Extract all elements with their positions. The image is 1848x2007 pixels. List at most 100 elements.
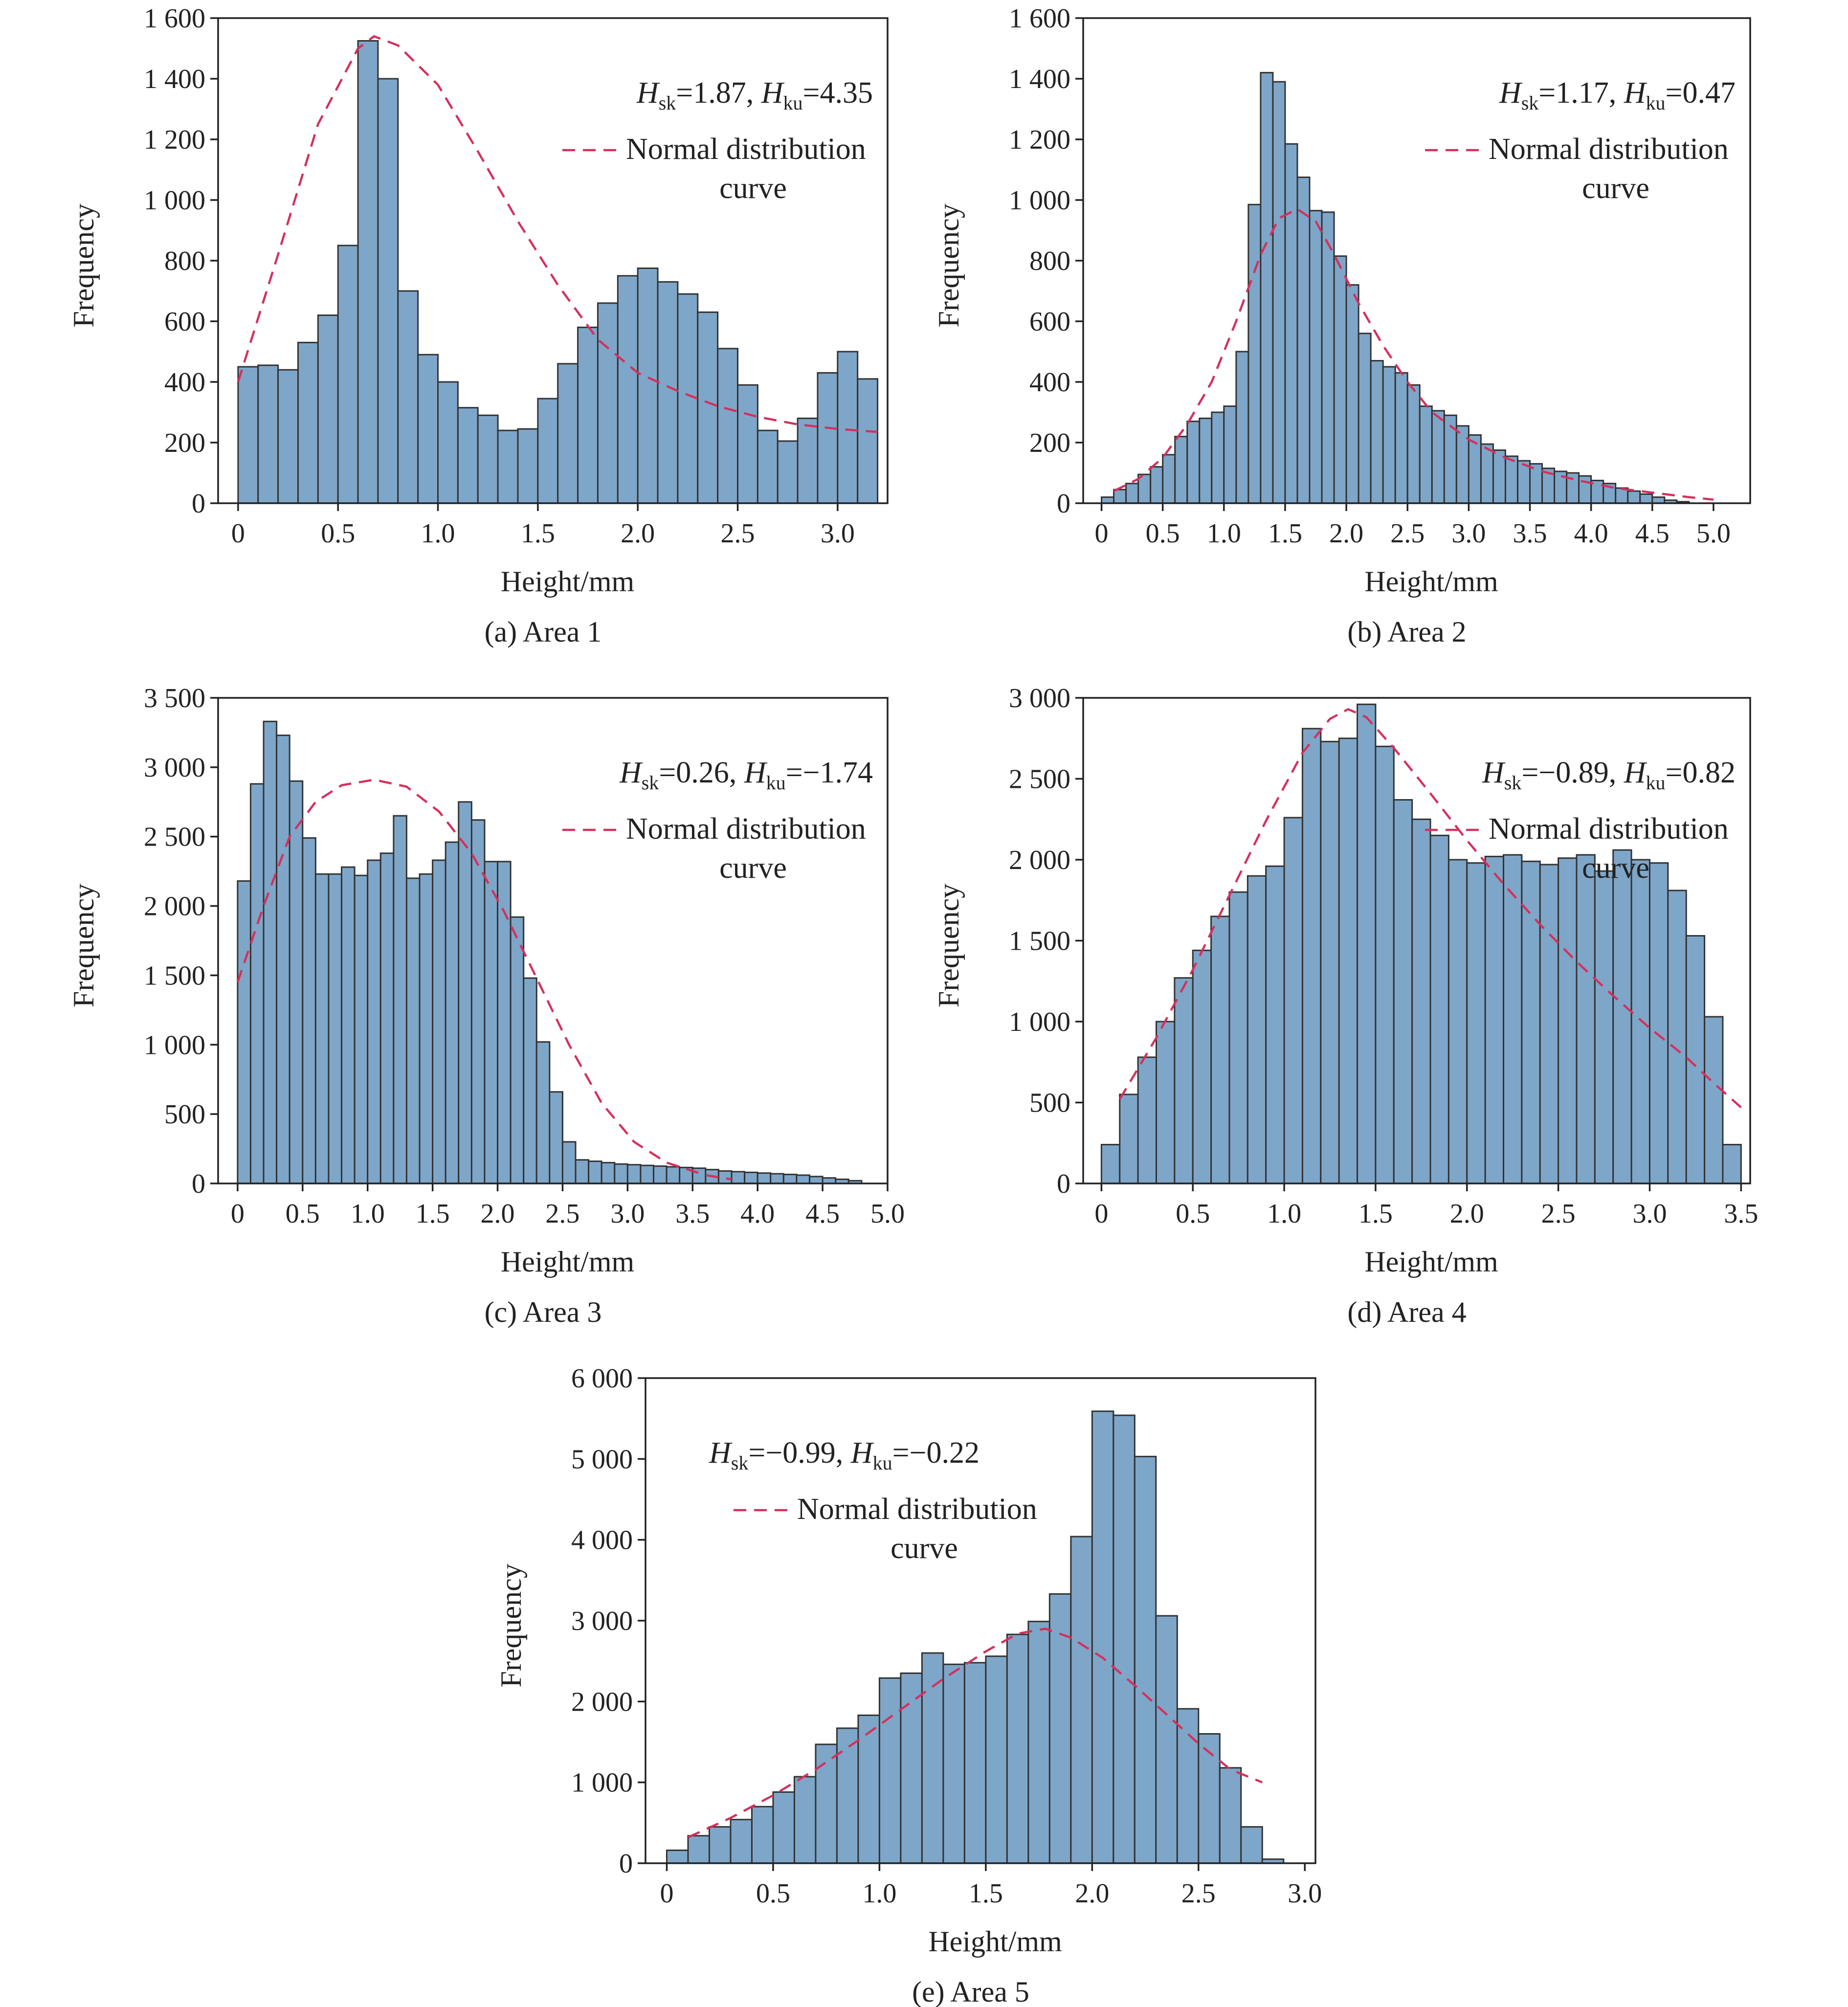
histogram-bar [1198,1733,1221,1864]
histogram-bar [1419,405,1433,504]
y-tick-label: 2 000 [1009,845,1070,875]
histogram-bar [393,815,407,1184]
y-tick-label: 4 000 [571,1525,633,1556]
histogram-bar [1155,1615,1178,1864]
histogram-bar [614,1163,628,1184]
legend-label-continued: curve [719,851,787,885]
x-tick-label: 1.5 [521,518,555,549]
histogram-bar [744,1171,758,1184]
histogram-bar [432,859,446,1184]
histogram-bar [1521,860,1541,1184]
legend-label-continued: curve [891,1532,958,1565]
y-axis-label: Frequency [67,203,100,327]
histogram-bar [1333,255,1347,504]
histogram-bar [1125,483,1139,504]
histogram-bar [1186,421,1201,504]
histogram-bar [1466,862,1486,1184]
histogram-bar [1357,703,1377,1184]
histogram-bar [900,1672,923,1864]
x-tick-label: 3.0 [1451,518,1486,549]
histogram-bar [657,281,679,504]
skewness-kurtosis-stats: Hsk=1.87, Hku=4.35 [636,76,873,114]
histogram-bar [836,1727,859,1864]
histogram-bar [1393,799,1413,1184]
x-tick-label: 1.5 [969,1878,1003,1909]
histogram-bar [777,440,799,504]
x-tick-label: 2.0 [481,1199,515,1229]
x-tick-label: 2.5 [1390,518,1425,549]
normal-distribution-curve [688,1628,1263,1839]
histogram-bar [1443,414,1457,504]
histogram-bar [1247,203,1262,504]
histogram-bar [1345,284,1359,504]
histogram-bar [1100,1144,1121,1184]
x-tick-label: 1.0 [351,1199,385,1229]
histogram-bar [708,1826,732,1864]
histogram-bar [1651,496,1666,504]
histogram-bar [1375,745,1395,1184]
histogram-bar [1667,890,1687,1184]
histogram-bar [1101,496,1115,504]
histogram-bar [405,877,421,1184]
x-axis-label: Height/mm [1364,1246,1498,1278]
plot-frame [217,697,889,1184]
legend-label: Normal distribution [797,1493,1037,1526]
histogram-bar [397,290,419,504]
histogram-bar [379,852,395,1184]
histogram-bar [289,780,304,1184]
y-tick-label: 6 000 [571,1363,633,1394]
x-tick-label: 3.0 [1632,1199,1667,1229]
histogram-bar [1176,1708,1200,1864]
histogram-bar [549,1091,563,1184]
y-tick-label: 3 000 [144,753,205,783]
histogram-bar [963,1662,987,1864]
panel-caption: (a) Area 1 [485,616,602,648]
histogram-bar [1321,211,1335,504]
histogram-bar [419,873,434,1184]
y-tick-label: 1 000 [144,185,205,216]
y-tick-label: 1 600 [144,3,205,34]
histogram-bar [328,873,343,1184]
y-tick-label: 3 000 [571,1606,633,1636]
histogram-bar [1260,72,1274,504]
y-tick-label: 2 500 [1009,764,1070,795]
histogram-bar [1615,487,1629,504]
x-tick-label: 0.5 [756,1878,790,1909]
legend-label-continued: curve [719,172,787,205]
histogram-bar [717,348,739,504]
x-tick-label: 5.0 [1696,518,1731,549]
chart-panel-1: 0 0.5 1.0 1.5 2.0 2.5 3.0 0 200 400 600 800 1 000 1 2… [67,3,889,648]
x-tick-label: 4.5 [805,1199,840,1229]
histogram-bar [1091,1410,1114,1864]
histogram-bar [653,1165,668,1184]
histogram-bar [437,381,459,504]
histogram-bar [535,1041,551,1184]
histogram-bar [697,311,719,504]
histogram-bar [1370,360,1384,504]
histogram-bar [1119,1093,1139,1184]
histogram-bar [517,428,539,504]
histogram-bar [737,384,758,504]
x-axis-label: Height/mm [501,1246,634,1278]
skewness-kurtosis-stats: Hsk=1.17, Hku=0.47 [1499,76,1736,114]
histogram-bar [1578,475,1592,504]
histogram-bar [857,378,879,504]
histogram-bar [1174,977,1194,1184]
x-tick-label: 1.0 [1267,1199,1301,1229]
histogram-bar [1594,870,1614,1184]
histogram-bar [1406,384,1421,504]
histogram-bar [277,369,299,504]
histogram-bar [1113,489,1127,504]
histogram-bar [341,866,356,1184]
x-tick-label: 0.5 [286,1199,320,1229]
histogram-bar [1480,443,1494,504]
histogram-bar [477,414,499,504]
histogram-bar [457,407,479,504]
y-axis-label: Frequency [495,1563,527,1687]
y-tick-label: 500 [164,1099,205,1130]
x-tick-label: 2.5 [1541,1199,1576,1229]
histogram-bar [597,302,619,504]
histogram-bar [445,841,460,1184]
histogram-bar [1338,737,1358,1184]
bar-group [666,1410,1285,1864]
